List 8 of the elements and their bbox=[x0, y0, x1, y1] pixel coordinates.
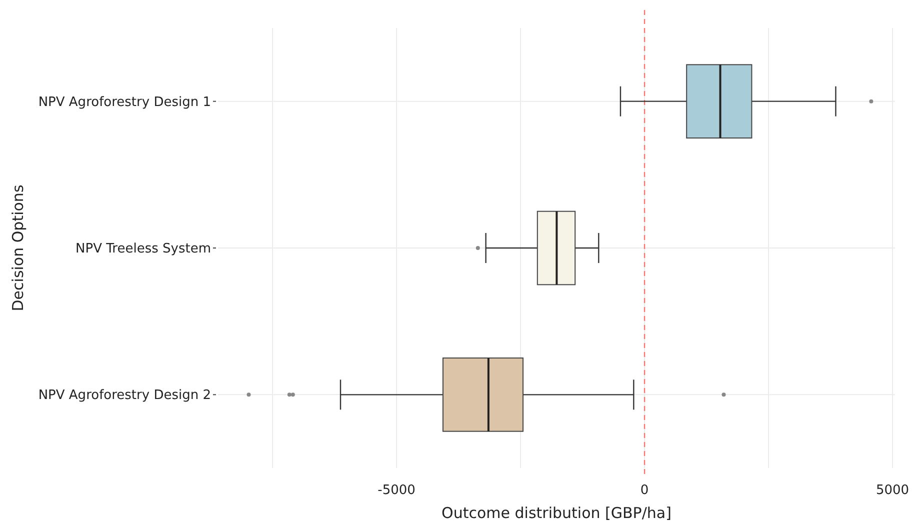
y-tick-label: NPV Agroforestry Design 1 bbox=[38, 94, 211, 110]
y-axis-title: Decision Options bbox=[9, 184, 27, 312]
y-tick-label: NPV Agroforestry Design 2 bbox=[38, 388, 211, 404]
x-tick-label: 5000 bbox=[876, 483, 910, 498]
x-tick-label: 0 bbox=[640, 483, 649, 498]
x-axis-title: Outcome distribution [GBP/ha] bbox=[442, 504, 672, 522]
x-tick-label: -5000 bbox=[378, 483, 416, 498]
y-tick-label: NPV Treeless System bbox=[76, 242, 211, 257]
